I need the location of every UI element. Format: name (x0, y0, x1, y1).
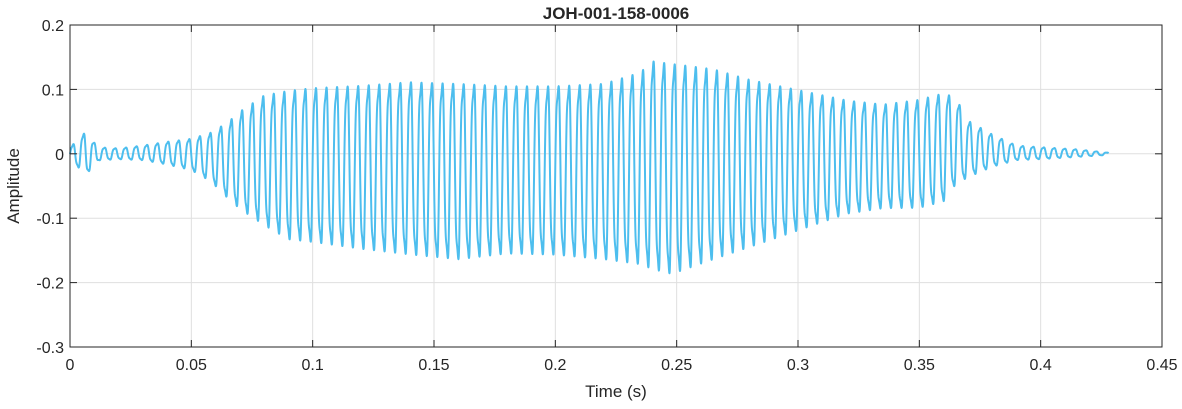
y-tick-label: -0.3 (36, 340, 64, 357)
x-tick-label: 0 (66, 357, 75, 374)
chart-title: JOH-001-158-0006 (543, 4, 689, 23)
y-tick-label: -0.1 (36, 211, 64, 228)
y-tick-label: 0 (55, 147, 64, 164)
x-tick-label: 0.2 (544, 357, 566, 374)
x-tick-label: 0.1 (302, 357, 324, 374)
x-tick-label: 0.35 (904, 357, 935, 374)
x-tick-label: 0.4 (1030, 357, 1052, 374)
x-tick-label: 0.15 (418, 357, 449, 374)
plot-background (70, 25, 1162, 347)
y-tick-label: 0.2 (42, 18, 64, 35)
x-axis-label: Time (s) (585, 382, 647, 401)
grid-lines (70, 25, 1162, 347)
y-axis-label: Amplitude (4, 148, 23, 224)
y-tick-label: -0.2 (36, 276, 64, 293)
x-tick-label: 0.05 (176, 357, 207, 374)
y-tick-label: 0.1 (42, 82, 64, 99)
axis-ticks: 0 0.05 0.1 0.15 0.2 0.25 0.3 0.35 0.4 0.45 -0.3 -0.… (36, 18, 1177, 374)
x-tick-label: 0.3 (787, 357, 809, 374)
x-tick-label: 0.25 (661, 357, 692, 374)
x-tick-label: 0.45 (1146, 357, 1177, 374)
plot-axes-box (69, 24, 1163, 348)
waveform-line (69, 60, 1110, 275)
